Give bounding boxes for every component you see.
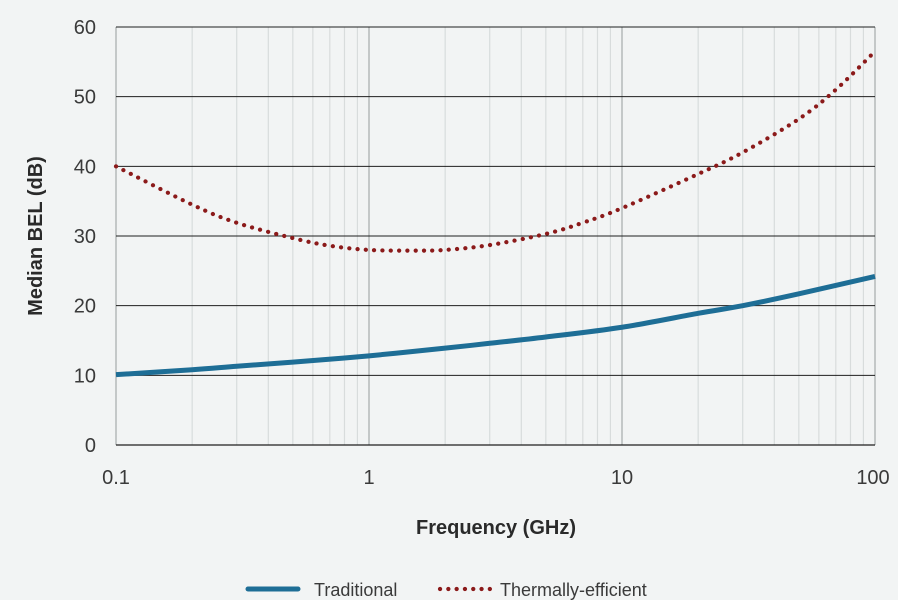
y-tick-label: 30	[74, 226, 96, 248]
y-tick-label: 20	[74, 296, 96, 318]
grid	[115, 26, 876, 446]
y-tick-label: 60	[74, 17, 96, 39]
y-axis-title: Median BEL (dB)	[25, 156, 47, 316]
series-line-thermally-efficient	[113, 49, 878, 253]
x-tick-label: 100	[856, 467, 889, 489]
x-tick-label: 0.1	[102, 467, 130, 489]
y-tick-label: 10	[74, 365, 96, 387]
legend-label-traditional: Traditional	[314, 580, 397, 600]
y-tick-label: 50	[74, 87, 96, 109]
series-line-traditional	[115, 273, 876, 378]
y-axis: 0 10 20 30 40 50 60	[74, 17, 96, 457]
series-group	[113, 49, 878, 378]
x-axis-title: Frequency (GHz)	[416, 517, 576, 539]
x-tick-label: 1	[363, 467, 374, 489]
legend-label-thermally-efficient: Thermally-efficient	[500, 580, 647, 600]
x-tick-label: 10	[611, 467, 633, 489]
x-axis: 0.1 1 10 100	[102, 467, 890, 489]
legend: Traditional Thermally-efficient	[245, 580, 647, 600]
y-tick-label: 0	[85, 435, 96, 457]
y-tick-label: 40	[74, 156, 96, 178]
